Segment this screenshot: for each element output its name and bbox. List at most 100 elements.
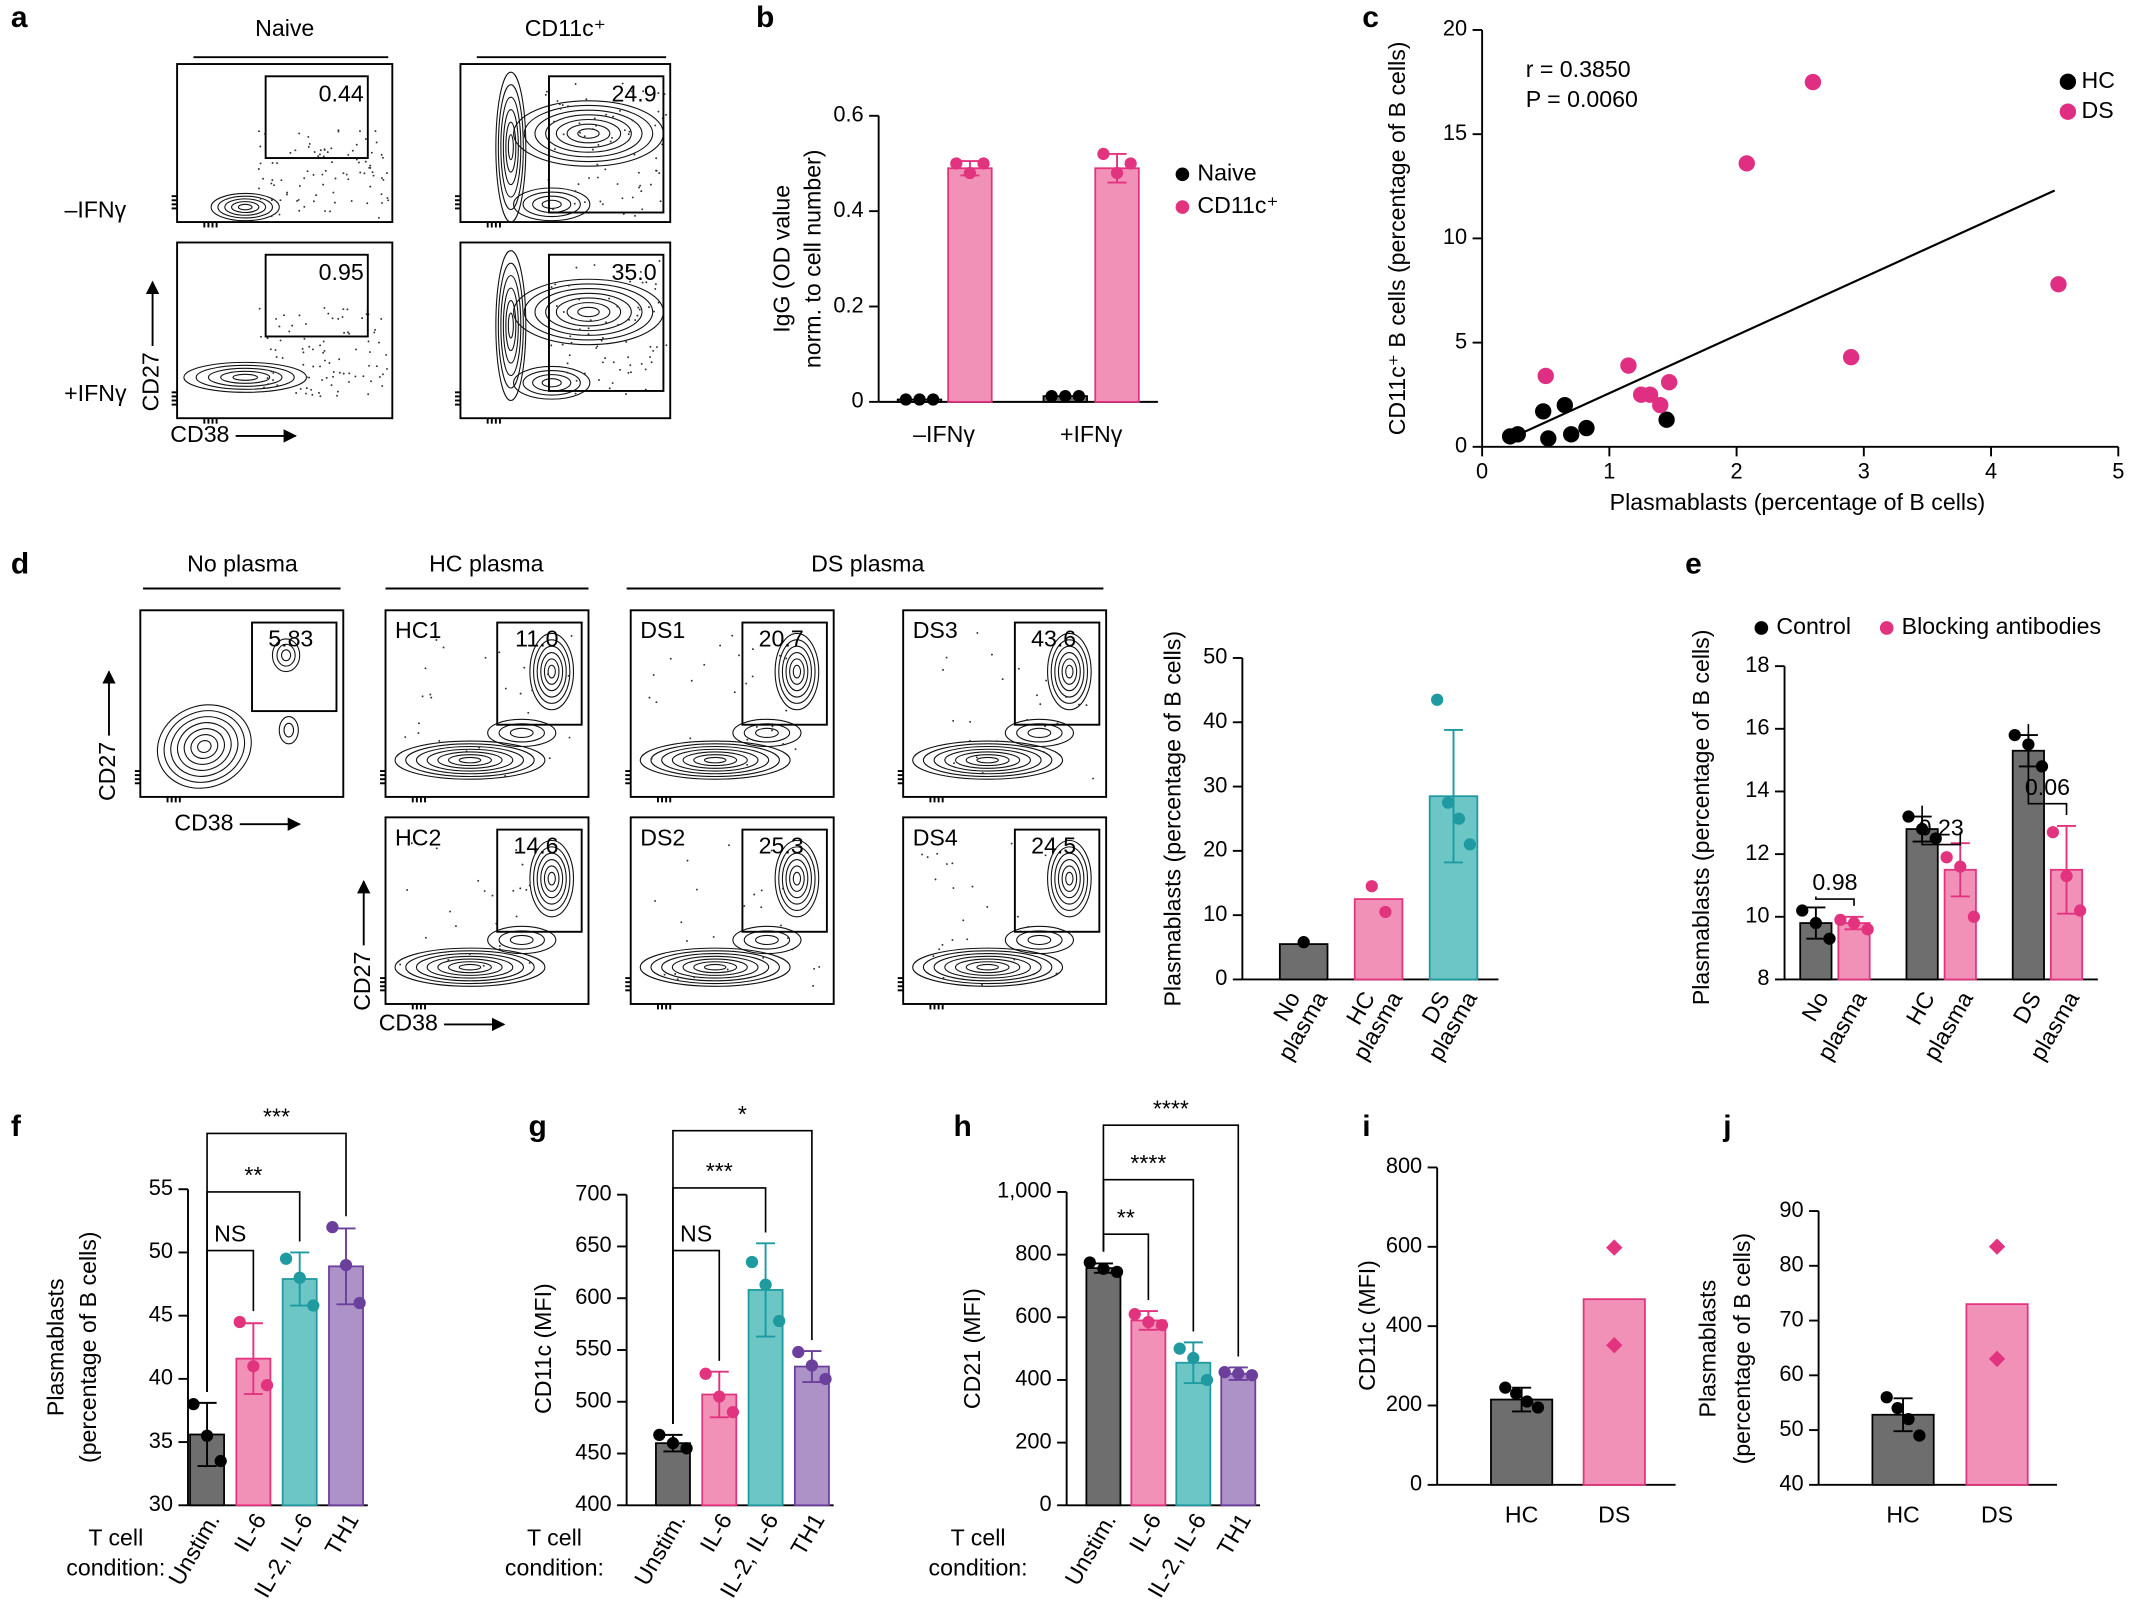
event-dot [579,131,582,134]
y-tick-label: 50 [1203,644,1227,669]
contour [789,865,805,892]
contour [437,751,503,769]
contour [944,748,1031,772]
event-dot [274,349,277,351]
y-tick-label: 14 [1745,777,1769,802]
contour [693,961,738,974]
event-dot [374,130,377,133]
y-axis-label: Plasmablasts (percentage of B cells) [1159,631,1185,1007]
event-dot [378,341,380,344]
flow-plot [384,609,590,798]
contour [487,718,557,748]
event-dot [608,297,611,300]
column-header: CD11c⁺ [525,15,606,41]
contour [671,748,759,772]
event-dot [312,173,315,176]
event-dot [357,161,360,164]
event-dot [619,368,622,371]
flow-plot [459,241,672,420]
contour [543,658,560,685]
x-tick-label: –IFNγ [913,421,975,447]
event-dot [298,185,301,187]
point [1072,390,1086,403]
point [1097,1262,1110,1275]
flow-plot [629,609,835,798]
event-dot [468,953,471,955]
event-dot [323,359,326,362]
event-dot [562,133,565,136]
error-bar [243,1322,263,1395]
contour [1047,632,1092,711]
event-dot [574,190,577,193]
error-bar [2056,824,2077,915]
y-tick-label: 15 [1443,120,1467,145]
event-dot [332,375,334,378]
event-dot [936,852,939,855]
y-tick-label: 60 [1779,1361,1803,1386]
contour [522,191,581,218]
event-dot [327,312,330,315]
contour [163,710,246,783]
event-dot [296,200,299,202]
group-header: HC plasma [429,550,544,576]
event-dot [504,775,507,777]
event-dot [550,286,553,289]
event-dot [262,177,265,180]
y-tick-label: 0.6 [833,102,863,127]
event-dot [278,213,281,216]
event-dot [629,364,632,367]
event-dot [491,894,494,897]
event-dot [591,128,594,131]
contour [545,114,632,153]
event-dot [363,172,366,175]
event-dot [693,976,696,979]
event-dot [969,720,972,723]
event-dot [633,153,636,156]
point [805,1359,819,1372]
event-dot [653,267,656,269]
event-dot [690,679,693,682]
event-dot [1010,842,1013,845]
legend-marker [2059,103,2077,120]
column-header: Naive [255,15,314,41]
event-dot [663,973,666,976]
event-dot [595,124,598,127]
event-dot [381,156,384,159]
significance-label: ** [244,1162,262,1188]
event-dot [386,367,388,370]
y-tick-label: 1,000 [997,1178,1052,1203]
event-dot [308,345,311,348]
contour [532,195,572,214]
contour [502,287,519,364]
event-dot [295,392,298,394]
event-dot [528,884,531,887]
event-dot [257,168,260,170]
event-dot [654,283,657,286]
event-dot [617,323,620,326]
y-tick-label: 12 [1745,840,1769,865]
contour [639,740,791,780]
point [1531,1401,1545,1414]
point [1540,430,1557,447]
x-tick-label: DS [1598,1501,1630,1527]
bar [1965,1303,2029,1486]
event-dot [657,110,660,113]
event-dot [588,177,590,179]
y-tick-label: 600 [575,1284,611,1309]
contour [237,203,253,211]
x-tick-label: +IFNγ [1060,421,1123,447]
event-dot [528,962,531,964]
contour [922,743,1053,778]
flow-plot [629,816,835,1005]
contour [183,728,225,765]
event-dot [270,370,273,373]
event-dot [319,149,322,152]
event-dot [442,646,445,649]
contour [540,651,564,692]
event-dot [266,377,269,380]
event-dot [417,732,420,735]
event-dot [345,173,348,176]
event-dot [655,346,658,348]
x-axis-label: T cell [88,1524,143,1550]
event-dot [354,375,357,378]
